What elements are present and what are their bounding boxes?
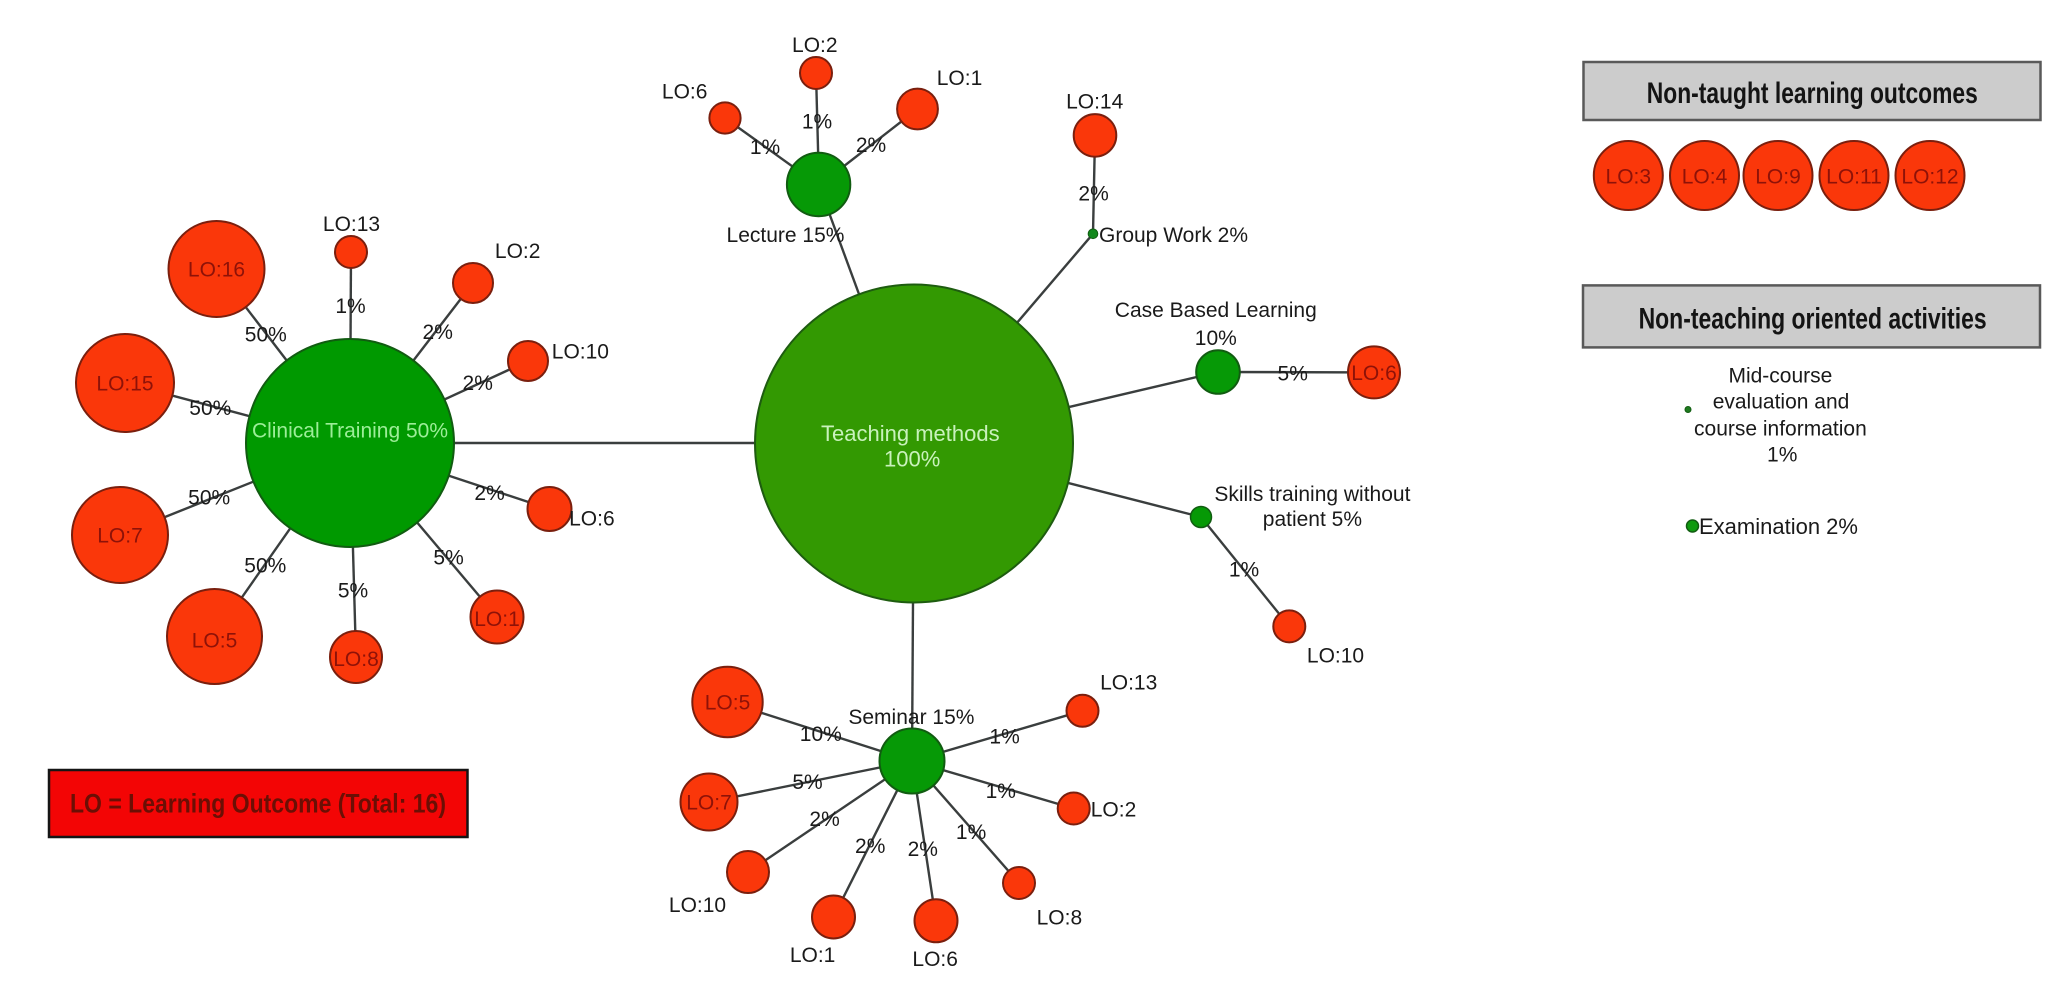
svg-text:1%: 1% [750,136,780,159]
svg-text:2%: 2% [463,372,493,395]
svg-text:LO:2: LO:2 [792,34,838,57]
svg-text:1%: 1% [989,726,1019,749]
svg-text:50%: 50% [244,555,286,578]
svg-text:10%: 10% [1195,327,1237,350]
svg-text:LO:7: LO:7 [97,525,143,548]
svg-text:LO:8: LO:8 [333,648,379,671]
svg-text:Mid-course: Mid-course [1728,364,1832,387]
svg-text:1%: 1% [1767,444,1797,467]
svg-text:1%: 1% [335,295,365,318]
svg-text:100%: 100% [884,447,940,472]
svg-text:LO:6: LO:6 [569,508,615,531]
svg-text:LO:1: LO:1 [474,608,520,631]
svg-text:10%: 10% [800,723,842,746]
svg-text:Examination 2%: Examination 2% [1699,514,1858,539]
svg-text:LO:7: LO:7 [686,792,732,815]
svg-text:2%: 2% [856,134,886,157]
svg-text:LO:11: LO:11 [1826,166,1882,189]
svg-text:evaluation and: evaluation and [1713,390,1850,413]
svg-text:LO:12: LO:12 [1901,166,1958,189]
svg-text:LO:16: LO:16 [188,259,245,282]
svg-text:LO:5: LO:5 [705,692,751,715]
svg-text:50%: 50% [245,324,287,347]
svg-text:LO:13: LO:13 [323,213,380,236]
svg-text:LO:13: LO:13 [1100,671,1157,694]
svg-text:1%: 1% [802,111,832,134]
svg-text:LO:3: LO:3 [1606,166,1652,189]
svg-text:LO:8: LO:8 [1037,907,1083,930]
svg-text:2%: 2% [908,838,938,861]
svg-text:1%: 1% [986,780,1016,803]
svg-text:Skills training without: Skills training without [1214,483,1410,506]
svg-text:LO:4: LO:4 [1682,166,1728,189]
svg-text:Clinical Training 50%: Clinical Training 50% [252,420,448,443]
svg-text:5%: 5% [433,547,463,570]
svg-text:LO:15: LO:15 [96,373,153,396]
svg-text:LO = Learning Outcome (Total:: LO = Learning Outcome (Total: 16) [70,788,446,818]
svg-text:LO:6: LO:6 [662,81,708,104]
svg-text:LO:10: LO:10 [552,341,609,364]
svg-text:5%: 5% [1278,363,1308,386]
svg-text:LO:10: LO:10 [1307,645,1364,668]
svg-text:LO:2: LO:2 [495,240,541,263]
svg-text:1%: 1% [1229,559,1259,582]
svg-text:Seminar 15%: Seminar 15% [848,706,974,729]
svg-text:2%: 2% [1078,183,1108,206]
svg-text:LO:5: LO:5 [192,630,238,653]
svg-text:5%: 5% [792,771,822,794]
svg-text:Group Work 2%: Group Work 2% [1099,224,1248,247]
svg-text:LO:10: LO:10 [669,894,726,917]
svg-text:50%: 50% [188,487,230,510]
svg-text:patient 5%: patient 5% [1263,508,1362,531]
svg-text:LO:6: LO:6 [912,948,958,971]
svg-text:LO:1: LO:1 [790,944,836,967]
svg-text:2%: 2% [809,808,839,831]
svg-text:Case Based Learning: Case Based Learning [1115,299,1317,322]
svg-text:Teaching methods: Teaching methods [821,421,1000,446]
svg-text:LO:9: LO:9 [1755,166,1801,189]
svg-text:LO:1: LO:1 [937,67,983,90]
svg-text:LO:6: LO:6 [1351,362,1397,385]
svg-text:Non-taught learning outcomes: Non-taught learning outcomes [1647,77,1978,110]
svg-text:Lecture 15%: Lecture 15% [727,224,845,247]
svg-text:LO:2: LO:2 [1091,799,1137,822]
svg-text:course information: course information [1694,417,1867,440]
svg-text:5%: 5% [338,580,368,603]
svg-text:LO:14: LO:14 [1066,91,1124,114]
svg-text:2%: 2% [423,321,453,344]
svg-text:Non-teaching oriented activiti: Non-teaching oriented activities [1639,302,1987,335]
svg-text:1%: 1% [956,821,986,844]
svg-text:2%: 2% [855,835,885,858]
svg-text:50%: 50% [189,397,231,420]
svg-text:2%: 2% [474,482,504,505]
